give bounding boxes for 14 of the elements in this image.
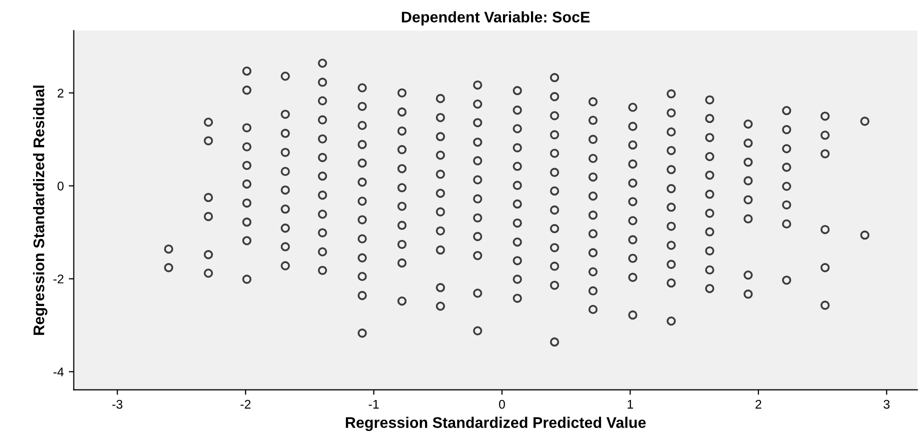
x-tick-label: 3 bbox=[884, 400, 890, 409]
y-tick-label: 2 bbox=[58, 88, 64, 98]
y-tick-label: 0 bbox=[58, 182, 64, 190]
x-tick-label: -2 bbox=[240, 400, 250, 409]
x-tick-label: 2 bbox=[756, 400, 762, 409]
x-tick-label: 0 bbox=[499, 400, 505, 409]
y-tick-label: -4 bbox=[53, 368, 64, 376]
y-tick-label: -2 bbox=[53, 274, 64, 284]
y-axis-title: Regression Standardized Residual bbox=[33, 86, 48, 335]
x-tick-label: -3 bbox=[112, 400, 122, 409]
x-tick-label: -1 bbox=[368, 400, 379, 409]
x-axis-title: Regression Standardized Predicted Value bbox=[346, 416, 646, 432]
x-tick-label: 1 bbox=[628, 400, 634, 409]
chart-title: Dependent Variable: SocE bbox=[402, 11, 590, 26]
